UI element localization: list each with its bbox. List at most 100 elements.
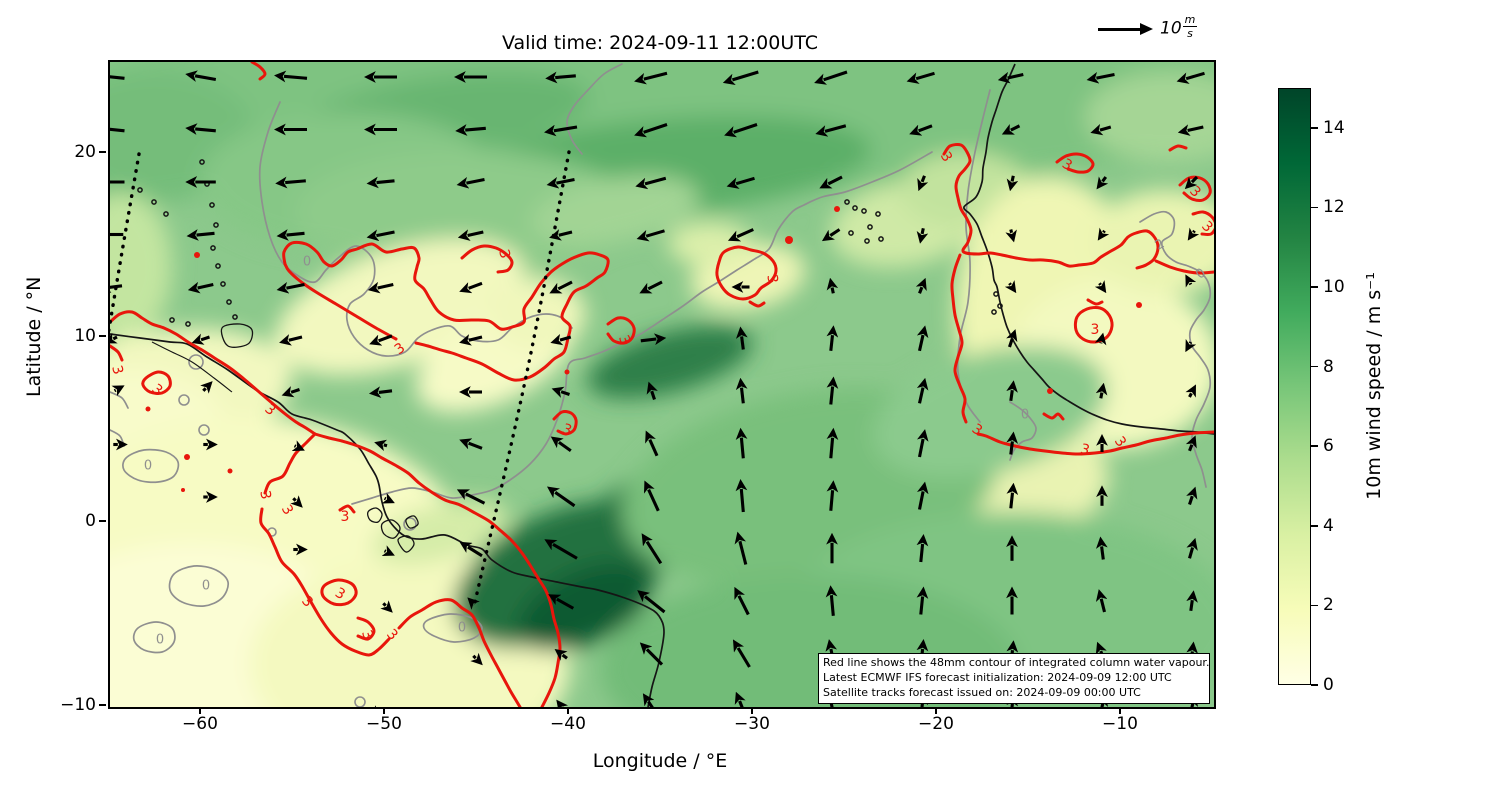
wind-arrow (1006, 482, 1019, 509)
red-contour-label: 3 (1079, 441, 1092, 459)
island (137, 187, 143, 193)
wind-arrow (544, 539, 578, 560)
wind-speed-blob (668, 222, 752, 266)
wind-arrow (187, 281, 214, 294)
colorbar-tick-mark (1311, 365, 1318, 368)
gray-contour-label: 0 (156, 633, 164, 648)
wind-speed-blob (587, 325, 753, 399)
quiver-key: 10 m s (1098, 14, 1228, 50)
gray-contour (1139, 210, 1212, 488)
wind-speed-blob (490, 278, 586, 350)
wind-arrow (279, 334, 303, 346)
red-icwv-contour (110, 344, 124, 362)
y-tick-mark (99, 704, 106, 706)
wind-arrow (916, 325, 929, 352)
plot-title: Valid time: 2024-09-11 12:00UTC (501, 32, 819, 54)
wind-arrow (1185, 338, 1197, 353)
wind-speed-blob (873, 346, 1107, 478)
wind-arrow (110, 127, 125, 133)
red-icwv-contour (1191, 210, 1214, 237)
wind-arrow (1096, 694, 1109, 707)
wind-arrow (1177, 124, 1204, 136)
red-icwv-contour (950, 253, 968, 424)
gray-contour (1009, 401, 1037, 461)
red-icwv-contour (184, 454, 190, 460)
gray-contour (132, 621, 176, 654)
wind-arrow (200, 381, 213, 394)
wind-arrow (916, 586, 929, 615)
x-tick-mark (751, 707, 753, 714)
wind-arrow (909, 124, 933, 136)
wind-arrow (456, 489, 486, 505)
y-tick-label: 20 (74, 142, 96, 162)
x-tick-label: −40 (550, 714, 586, 734)
wind-arrow (1094, 280, 1107, 294)
wind-arrow (735, 427, 748, 459)
wind-arrow (734, 531, 748, 565)
wind-arrow (826, 376, 839, 405)
wind-arrow (281, 386, 300, 398)
wind-speed-blob (1090, 190, 1214, 294)
wind-arrow (726, 176, 755, 189)
y-tick-mark (99, 520, 106, 522)
wind-arrow (916, 227, 929, 244)
wind-arrow (826, 480, 839, 511)
wind-arrow (735, 479, 748, 513)
colorbar-tick-label: 6 (1323, 436, 1334, 457)
wind-arrow (646, 381, 658, 400)
wind-arrow (110, 75, 125, 80)
island (861, 208, 867, 214)
wind-arrow (1090, 123, 1112, 136)
red-icwv-contour (110, 310, 317, 436)
wind-arrow (1006, 380, 1018, 402)
wind-arrow (456, 176, 485, 189)
red-icwv-contour (1086, 298, 1104, 306)
wind-arrow (819, 175, 843, 189)
wind-arrow (550, 333, 572, 346)
wind-arrow (734, 691, 746, 707)
red-icwv-contour (460, 244, 514, 274)
x-axis-label: Longitude / °E (592, 750, 728, 772)
red-icwv-contour (141, 370, 172, 395)
island (878, 236, 884, 242)
gray-contour (122, 448, 180, 484)
colorbar-tick-label: 8 (1323, 356, 1334, 377)
red-icwv-contour (1042, 412, 1065, 421)
wind-arrow (1006, 175, 1019, 192)
wind-arrow (457, 229, 484, 241)
wind-arrow (1096, 176, 1109, 190)
gray-contour (168, 565, 230, 607)
red-icwv-contour (263, 432, 317, 495)
wind-arrow (1006, 693, 1019, 707)
wind-arrow (185, 70, 217, 82)
red-icwv-contour (145, 406, 151, 412)
wind-arrow (550, 436, 572, 453)
gray-contour-label: 0 (144, 459, 152, 474)
coastline (380, 519, 401, 539)
wind-arrow (643, 480, 660, 512)
wind-arrow (732, 639, 751, 668)
wind-arrow (549, 229, 573, 241)
red-contour-label: 3 (341, 509, 350, 525)
wind-arrow (821, 228, 841, 242)
wind-arrow (276, 281, 305, 294)
wind-arrow (916, 692, 929, 707)
red-icwv-contour (748, 300, 766, 308)
x-tick-label: −60 (182, 714, 218, 734)
island (848, 230, 854, 236)
red-icwv-contour (356, 616, 376, 641)
wind-arrow (366, 229, 395, 242)
wind-arrow (915, 277, 927, 294)
red-icwv-contour (313, 432, 562, 707)
wind-arrow (640, 333, 667, 346)
wind-arrow (1186, 694, 1199, 707)
quiver-key-arrow (1098, 28, 1142, 31)
red-contour-label: 3 (110, 364, 126, 377)
coastline (397, 535, 415, 553)
wind-arrow (545, 71, 576, 84)
y-tick-mark (99, 151, 106, 153)
wind-arrow (916, 429, 929, 458)
island (867, 224, 873, 230)
